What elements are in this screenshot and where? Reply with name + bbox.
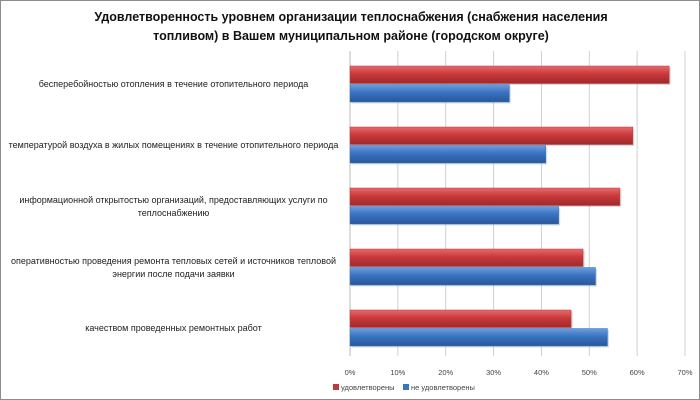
bar-not-satisfied bbox=[349, 84, 510, 103]
bar-not-satisfied bbox=[349, 328, 608, 347]
bar-satisfied bbox=[349, 187, 621, 206]
x-tick-label: 10% bbox=[390, 368, 405, 377]
category-label: качеством проведенных ремонтных работ bbox=[85, 323, 262, 333]
x-tick-label: 50% bbox=[582, 368, 597, 377]
legend-swatch-icon bbox=[403, 384, 409, 390]
bar-not-satisfied bbox=[349, 145, 546, 164]
x-tick-label: 0% bbox=[345, 368, 356, 377]
x-tick-label: 70% bbox=[677, 368, 692, 377]
category-label: оперативностью проведения ремонта теплов… bbox=[10, 255, 336, 279]
legend-swatch-icon bbox=[333, 384, 339, 390]
x-tick-label: 40% bbox=[534, 368, 549, 377]
chart-title: Удовлетворенность уровнем организации те… bbox=[94, 10, 608, 43]
x-tick-label: 20% bbox=[438, 368, 453, 377]
category-label: температурой воздуха в жилых помещениях … bbox=[8, 140, 339, 150]
bar-satisfied bbox=[349, 65, 670, 84]
bar-satisfied bbox=[349, 248, 584, 267]
x-tick-label: 30% bbox=[486, 368, 501, 377]
bar-satisfied bbox=[349, 309, 572, 328]
category-label: информационной открытостью организаций, … bbox=[19, 194, 328, 218]
legend-label: не удовлетворены bbox=[411, 383, 475, 392]
bar-satisfied bbox=[349, 126, 634, 145]
bar-not-satisfied bbox=[349, 206, 559, 225]
x-tick-label: 60% bbox=[630, 368, 645, 377]
category-label: бесперебойностью отопления в течение ото… bbox=[38, 79, 309, 89]
bar-not-satisfied bbox=[349, 267, 596, 286]
legend-label: удовлетворены bbox=[341, 383, 395, 392]
